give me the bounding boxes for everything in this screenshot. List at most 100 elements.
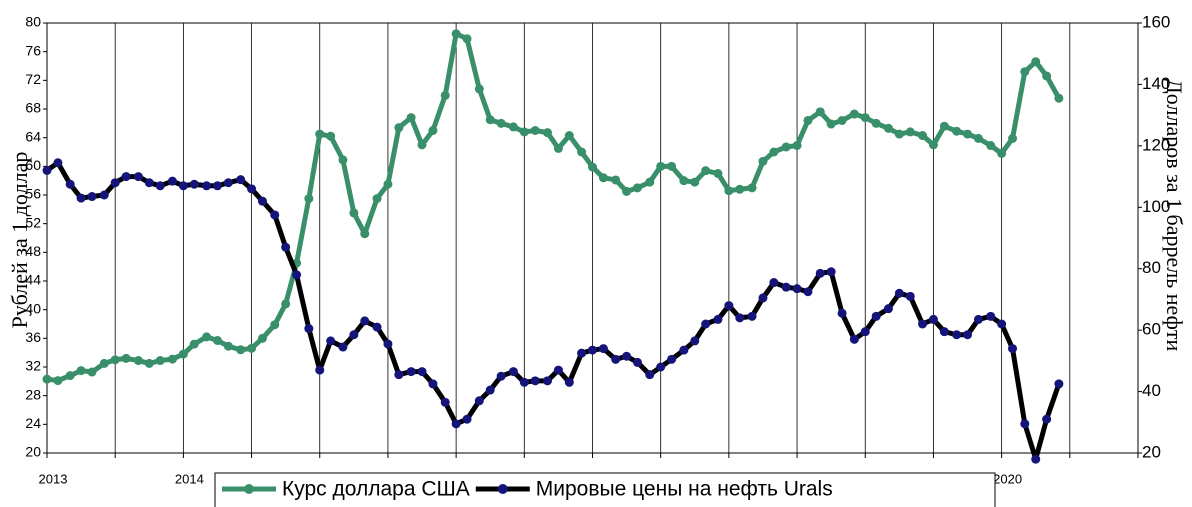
point (553, 365, 563, 375)
point (973, 133, 983, 143)
point (474, 84, 484, 94)
y2-tick-label: 160 (1142, 12, 1170, 31)
point (236, 175, 246, 185)
point (178, 181, 188, 191)
point (270, 210, 280, 220)
point (76, 366, 86, 376)
point (76, 193, 86, 203)
point (837, 308, 847, 318)
point (792, 284, 802, 294)
y-tick-label: 48 (25, 243, 41, 259)
point (1042, 414, 1052, 424)
point (883, 304, 893, 314)
point (42, 165, 52, 175)
point (292, 270, 302, 280)
point (997, 319, 1007, 329)
point (815, 107, 825, 117)
point (360, 316, 370, 326)
point (577, 348, 587, 358)
point (281, 242, 291, 252)
point (451, 419, 461, 429)
point (645, 370, 655, 380)
legend-marker (497, 484, 508, 494)
y-tick-label: 64 (25, 128, 41, 144)
point (973, 314, 983, 324)
point (849, 109, 859, 119)
point (462, 34, 472, 44)
point (769, 147, 779, 157)
y-tick-label: 56 (25, 186, 41, 202)
point (815, 268, 825, 278)
point (656, 362, 666, 372)
point (315, 129, 325, 139)
point (611, 354, 621, 364)
point (803, 115, 813, 125)
point (394, 123, 404, 133)
y2-axis-label: Долларов за 1 баррель нефти (1162, 79, 1187, 352)
point (155, 356, 165, 366)
point (792, 141, 802, 151)
series-line (45, 160, 1062, 462)
point (952, 126, 962, 136)
point (110, 355, 120, 365)
point (577, 147, 587, 157)
y2-tick-label: 80 (1142, 258, 1161, 277)
point (87, 192, 97, 202)
point (781, 142, 791, 152)
plot-frame (46, 22, 1139, 454)
point (598, 344, 608, 354)
point (474, 396, 484, 406)
y-tick-label: 80 (25, 14, 41, 30)
point (781, 282, 791, 292)
point (485, 115, 495, 125)
point (406, 113, 416, 123)
point (372, 194, 382, 204)
y-tick-label: 76 (25, 42, 41, 58)
point (849, 334, 859, 344)
point (1008, 133, 1018, 143)
y-tick-label: 36 (25, 329, 41, 345)
point (508, 122, 518, 132)
point (860, 113, 870, 123)
point (406, 367, 416, 377)
point (645, 177, 655, 187)
point (918, 131, 928, 141)
point (747, 311, 757, 321)
y-tick-label: 52 (25, 214, 41, 230)
point (724, 186, 734, 196)
point (428, 379, 438, 389)
point (713, 169, 723, 178)
point (542, 376, 552, 386)
point (633, 357, 643, 367)
point (247, 343, 257, 353)
point (270, 320, 280, 330)
point (633, 183, 643, 193)
point (144, 358, 154, 368)
point (65, 371, 75, 381)
point (202, 181, 212, 191)
point (622, 186, 632, 196)
point (496, 118, 506, 128)
point (440, 90, 450, 100)
point (519, 377, 529, 387)
point (939, 327, 949, 337)
point (383, 339, 393, 349)
point (883, 123, 893, 133)
point (417, 367, 427, 377)
x-tick-label: 2020 (993, 471, 1022, 486)
y-tick-label: 20 (25, 444, 41, 460)
point (679, 176, 689, 186)
point (894, 288, 904, 298)
point (372, 322, 382, 332)
point (394, 370, 404, 380)
point (758, 156, 768, 166)
y-tick-label: 24 (25, 415, 41, 431)
point (530, 126, 540, 135)
point (690, 177, 700, 187)
point (701, 166, 711, 176)
point (257, 196, 267, 206)
point (667, 161, 677, 171)
point (871, 118, 881, 128)
point (952, 330, 962, 340)
